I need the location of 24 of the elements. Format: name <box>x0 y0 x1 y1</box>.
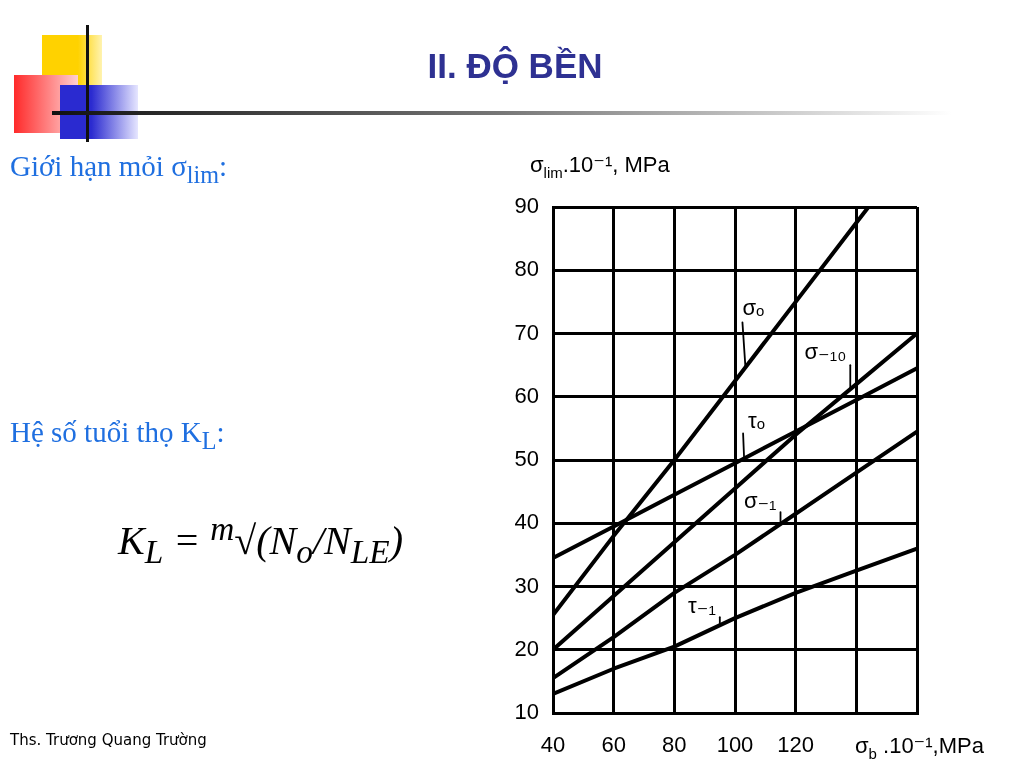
text: Hệ số tuổi thọ K$_{L}$: <box>10 416 225 455</box>
x-tick-label: 100 <box>716 732 754 758</box>
y-tick-label: 40 <box>514 509 539 535</box>
y-tick-label: 90 <box>514 193 539 219</box>
x-tick-label: 120 <box>777 732 815 758</box>
y-tick-label: 80 <box>514 256 539 282</box>
y-tick-label: 60 <box>514 382 539 408</box>
text: Ths. Trương Quang Trường <box>10 731 207 749</box>
y-tick-label: 10 <box>514 699 539 725</box>
series-label: σ₋₁₀ <box>804 339 847 365</box>
series-label: τ₋₁ <box>688 593 716 619</box>
text: K$_{L}$ = $^{m}$√(N$_{o}$/N$_{LE}$) <box>118 510 403 571</box>
chart-title: II. ĐỘ BỀN <box>426 46 604 86</box>
series-label: σₒ <box>742 295 765 321</box>
x-tick-label: 80 <box>662 732 687 758</box>
x-tick-label: 40 <box>540 732 566 758</box>
series-label: τₒ <box>748 408 766 434</box>
text: Giới hạn mỏi σ$_{lim}$: <box>10 150 228 189</box>
y-tick-label: 20 <box>514 635 539 661</box>
x-tick-label: 60 <box>601 732 626 758</box>
series-label: σ₋₁ <box>743 488 777 514</box>
y-tick-label: 30 <box>514 572 539 598</box>
y-tick-label: 50 <box>514 446 539 472</box>
y-tick-label: 70 <box>514 319 539 345</box>
